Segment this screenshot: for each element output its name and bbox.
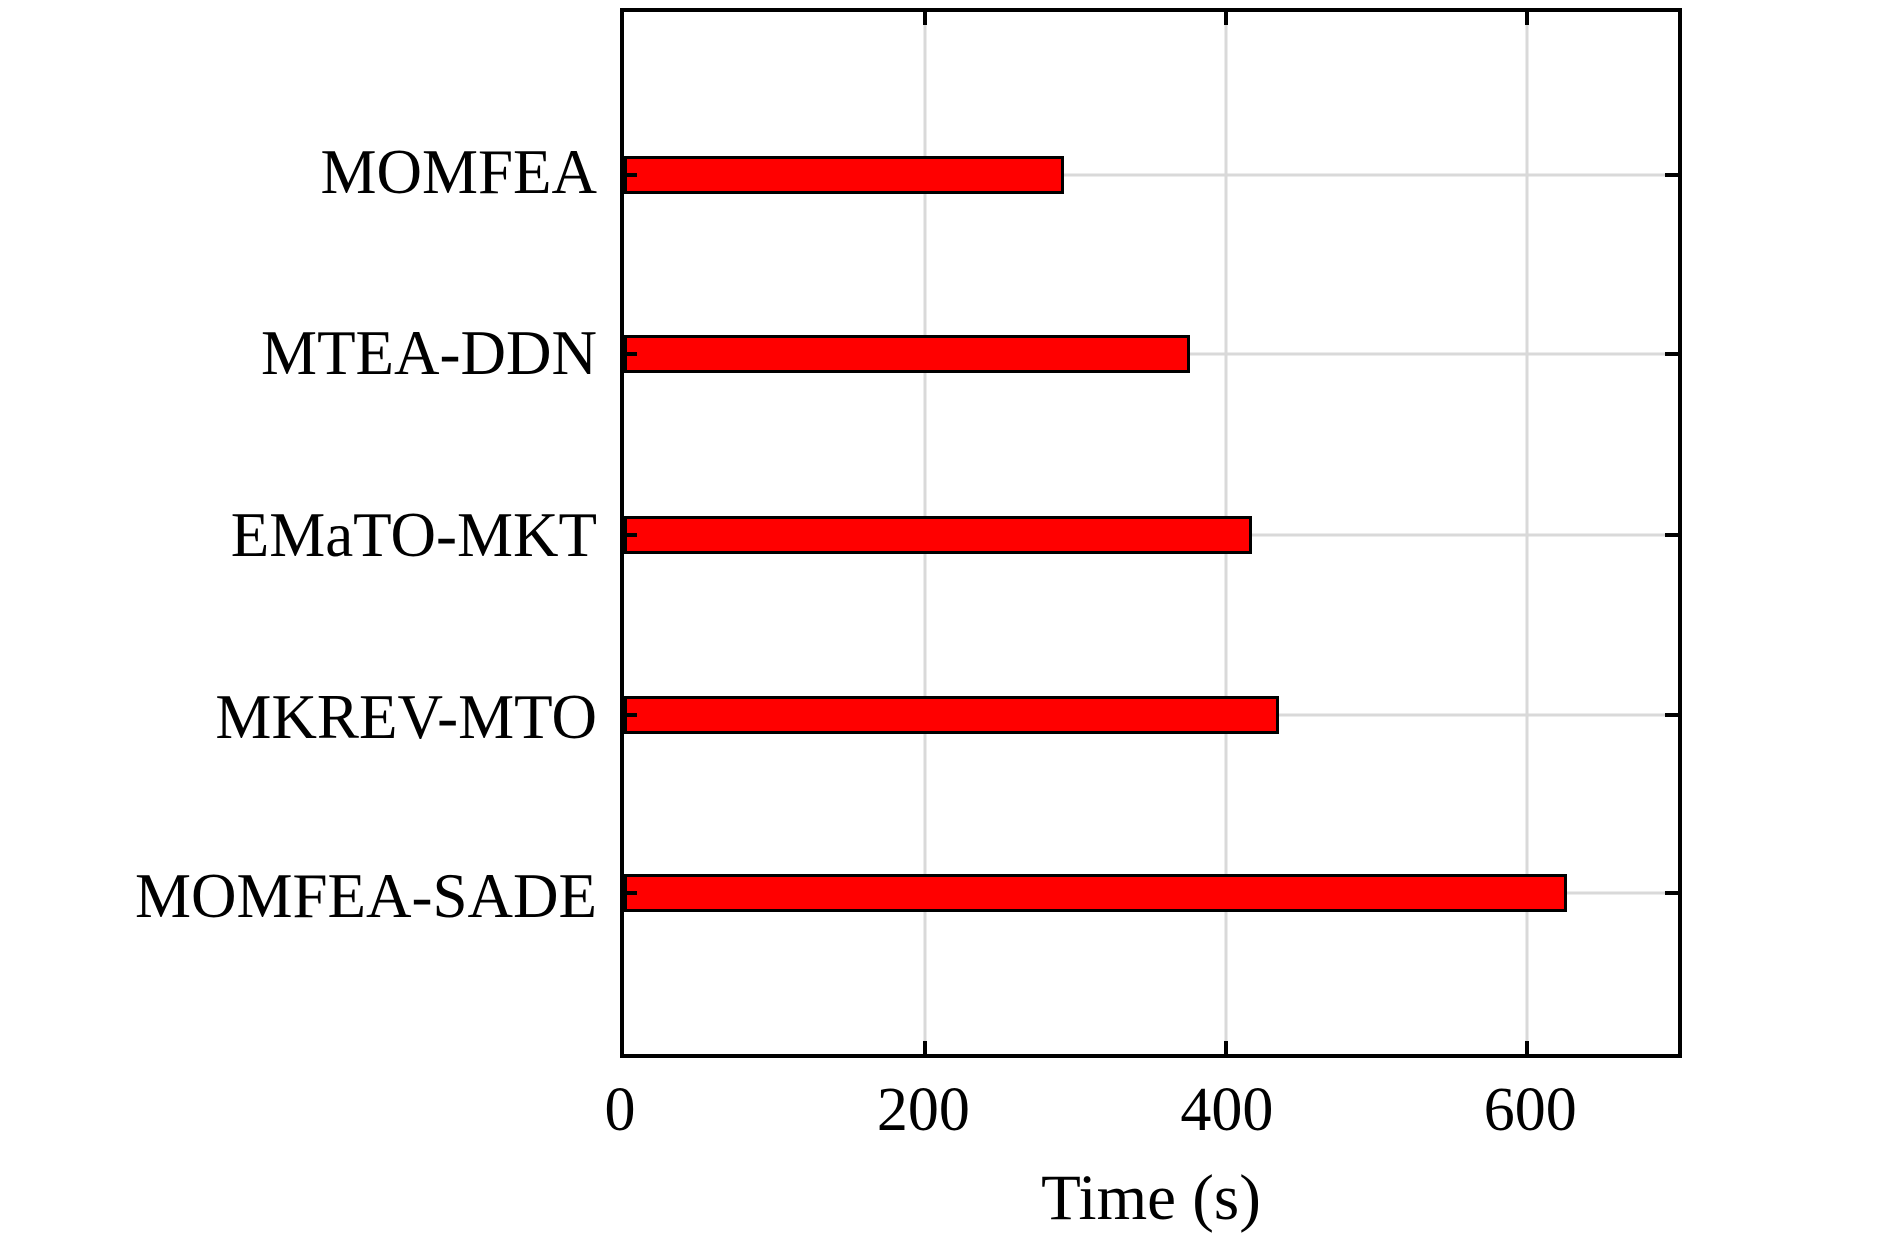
x-tick-label-600: 600 <box>1483 1076 1577 1144</box>
plot-area <box>620 8 1682 1058</box>
y-tick-mark-left-mtea-ddn <box>624 352 637 357</box>
bars-layer <box>624 12 1678 1054</box>
x-tick-mark-bottom-600 <box>1525 1041 1530 1054</box>
y-tick-mark-left-momfea <box>624 172 637 177</box>
y-tick-mark-right-momfea-sade <box>1665 891 1678 896</box>
y-tick-mark-right-mkrev-mto <box>1665 713 1678 718</box>
bar-emato-mkt <box>624 515 1252 554</box>
y-tick-mark-right-mtea-ddn <box>1665 352 1678 357</box>
x-tick-mark-bottom-200 <box>923 1041 928 1054</box>
y-tick-label-momfea-sade: MOMFEA-SADE <box>134 860 597 931</box>
x-axis-tick-labels: 0 200 400 600 <box>605 1072 1682 1148</box>
y-tick-label-mkrev-mto: MKREV-MTO <box>215 681 597 752</box>
y-tick-mark-left-emato-mkt <box>624 532 637 537</box>
x-tick-mark-top-600 <box>1525 12 1530 25</box>
y-tick-label-emato-mkt: EMaTO-MKT <box>230 499 597 570</box>
y-tick-mark-right-emato-mkt <box>1665 532 1678 537</box>
ticks-layer <box>624 12 1678 1054</box>
y-tick-mark-left-mkrev-mto <box>624 713 637 718</box>
y-tick-label-momfea: MOMFEA <box>320 137 597 207</box>
bar-mkrev-mto <box>624 696 1279 735</box>
bar-momfea <box>624 155 1064 194</box>
gridline-y-momfea <box>624 173 1678 177</box>
x-axis-title: Time (s) <box>1041 1162 1261 1234</box>
gridline-x-600 <box>1525 12 1529 1054</box>
x-tick-mark-top-400 <box>1224 12 1229 25</box>
bar-momfea-sade <box>624 874 1567 913</box>
y-axis-tick-labels: MOMFEA MTEA-DDN EMaTO-MKT MKREV-MTO MOMFEA-S… <box>0 8 597 1058</box>
y-tick-mark-left-momfea-sade <box>624 891 637 896</box>
y-tick-mark-right-momfea <box>1665 172 1678 177</box>
x-tick-mark-bottom-400 <box>1224 1041 1229 1054</box>
x-tick-label-400: 400 <box>1180 1076 1274 1144</box>
x-tick-label-0: 0 <box>604 1076 636 1144</box>
x-tick-mark-top-200 <box>923 12 928 25</box>
x-tick-label-200: 200 <box>876 1076 970 1144</box>
y-tick-label-mtea-ddn: MTEA-DDN <box>261 318 597 389</box>
